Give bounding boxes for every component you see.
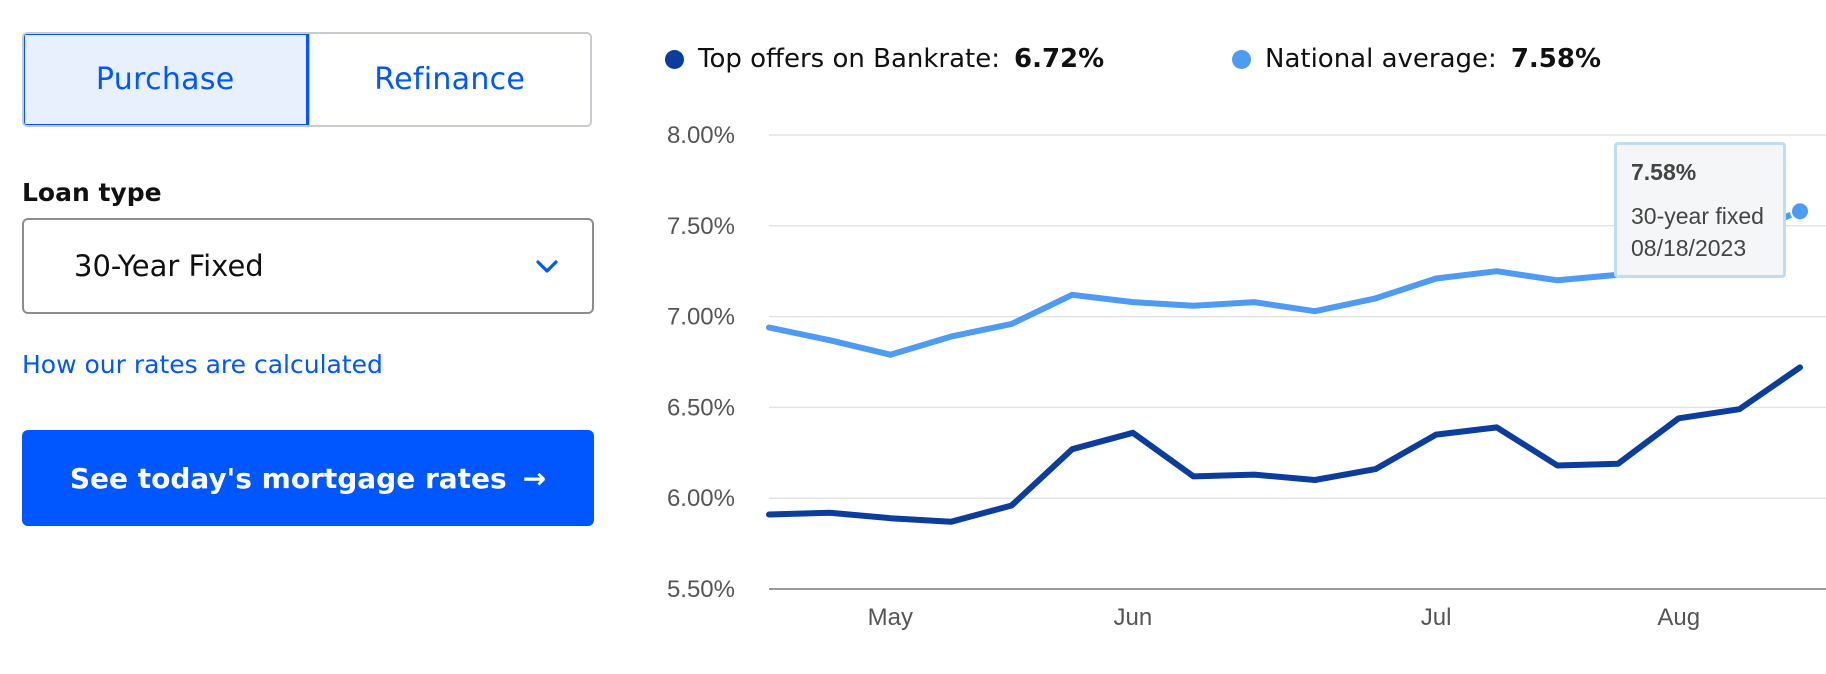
chart-tooltip: 7.58% 30-year fixed 08/18/2023 [1614,142,1786,278]
tooltip-date: 08/18/2023 [1631,235,1747,261]
arrow-right-icon: → [522,461,547,495]
y-tick-label: 6.00% [667,485,735,512]
tooltip-value: 7.58% [1631,159,1697,185]
chevron-down-icon [536,260,558,273]
x-tick-label: May [868,604,913,631]
legend-national-average: National average: 7.58% [1232,44,1601,74]
loan-type-label: Loan type [22,178,162,207]
how-rates-calculated-link[interactable]: How our rates are calculated [22,350,383,379]
tab-refinance[interactable]: Refinance [308,34,591,125]
x-tick-label: Jul [1421,604,1452,631]
legend-national-label: National average: [1265,44,1497,74]
legend-national-value: 7.58% [1510,44,1602,74]
loan-type-select[interactable]: 30-Year Fixed [22,218,594,314]
y-tick-label: 6.50% [667,394,735,421]
series-line-top-offers [766,364,1803,525]
see-mortgage-rates-button[interactable]: See today's mortgage rates → [22,430,594,526]
highlight-point [1790,201,1810,222]
legend-dot-top-offers [665,49,684,69]
loan-type-value: 30-Year Fixed [74,249,264,283]
legend-top-offers-value: 6.72% [1013,44,1105,74]
legend-dot-national [1232,49,1251,69]
tab-purchase[interactable]: Purchase [24,34,309,125]
y-tick-label: 8.00% [667,122,735,149]
x-tick-label: Aug [1657,604,1700,631]
legend-top-offers-label: Top offers on Bankrate: [698,44,1000,74]
cta-label: See today's mortgage rates [69,461,507,495]
purchase-refinance-toggle: Purchase Refinance [22,32,592,127]
mortgage-rate-chart[interactable]: 8.00% 7.50% 7.00% 6.50% 6.00% 5.50% May Jun Jul A… [640,100,1826,640]
y-tick-label: 5.50% [667,576,735,603]
y-tick-label: 7.00% [667,304,735,331]
tooltip-product: 30-year fixed [1631,203,1764,229]
legend-top-offers: Top offers on Bankrate: 6.72% [665,44,1104,74]
y-tick-label: 7.50% [667,213,735,240]
x-tick-label: Jun [1114,604,1153,631]
